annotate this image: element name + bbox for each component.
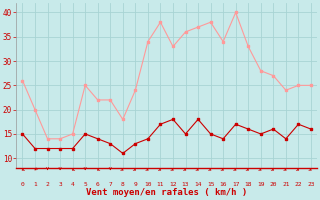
X-axis label: Vent moyen/en rafales ( km/h ): Vent moyen/en rafales ( km/h ) xyxy=(86,188,247,197)
